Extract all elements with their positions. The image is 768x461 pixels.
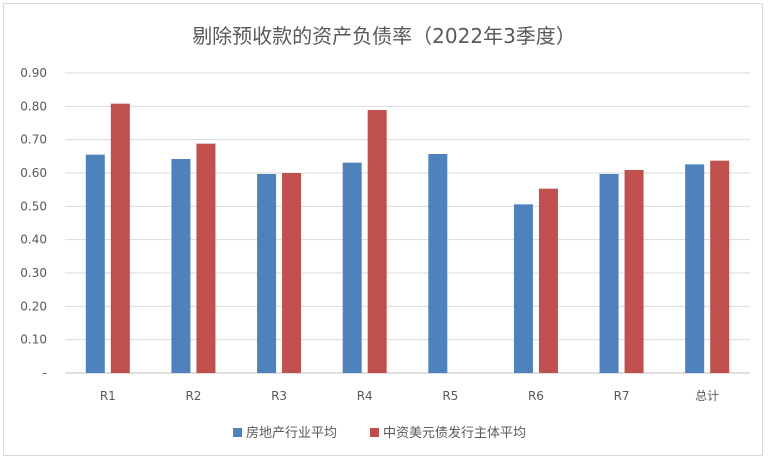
y-tick-label: 0.60 xyxy=(20,166,47,180)
bar xyxy=(196,143,216,373)
x-tick-label: 总计 xyxy=(695,389,719,403)
bar xyxy=(282,173,302,373)
legend-swatch xyxy=(370,428,379,437)
legend-swatch xyxy=(233,428,242,437)
bar xyxy=(342,162,362,373)
x-tick-label: R2 xyxy=(185,389,201,403)
bar xyxy=(367,110,387,373)
x-tick-label: R3 xyxy=(271,389,287,403)
x-tick-label: R6 xyxy=(528,389,544,403)
bar xyxy=(257,174,277,373)
y-tick-label: 0.70 xyxy=(20,133,47,147)
y-tick-label: 0.30 xyxy=(20,266,47,280)
y-tick-label: - xyxy=(43,366,47,380)
legend-label: 房地产行业平均 xyxy=(246,425,337,441)
y-tick-label: 0.50 xyxy=(20,199,47,213)
bar xyxy=(513,204,533,373)
bar xyxy=(171,159,191,373)
bar xyxy=(428,154,448,373)
bar xyxy=(110,103,130,374)
x-tick-label: R7 xyxy=(614,389,630,403)
y-tick-label: 0.80 xyxy=(20,99,47,113)
bar xyxy=(685,164,705,373)
y-tick-label: 0.40 xyxy=(20,233,47,247)
bar xyxy=(599,174,619,373)
bar xyxy=(710,160,730,373)
x-tick-label: R4 xyxy=(357,389,373,403)
chart-title: 剔除预收款的资产负债率（2022年3季度） xyxy=(192,24,576,48)
bar xyxy=(85,154,105,373)
x-tick-label: R5 xyxy=(442,389,458,403)
y-tick-label: 0.90 xyxy=(20,66,47,80)
bar xyxy=(538,188,558,373)
y-tick-label: 0.10 xyxy=(20,333,47,347)
legend: 房地产行业平均 中资美元债发行主体平均 xyxy=(233,425,526,441)
bars xyxy=(85,103,730,374)
x-tick-label: R1 xyxy=(100,389,116,403)
bar xyxy=(624,170,644,373)
legend-label: 中资美元债发行主体平均 xyxy=(383,425,526,441)
grid-lines xyxy=(65,72,750,374)
x-axis-ticks: R1 R2 R3 R4 R5 R6 R7 总计 xyxy=(100,389,719,403)
y-tick-label: 0.20 xyxy=(20,299,47,313)
y-axis-ticks: - 0.10 0.20 0.30 0.40 0.50 0.60 0.70 0.80 0.90 xyxy=(20,66,47,380)
